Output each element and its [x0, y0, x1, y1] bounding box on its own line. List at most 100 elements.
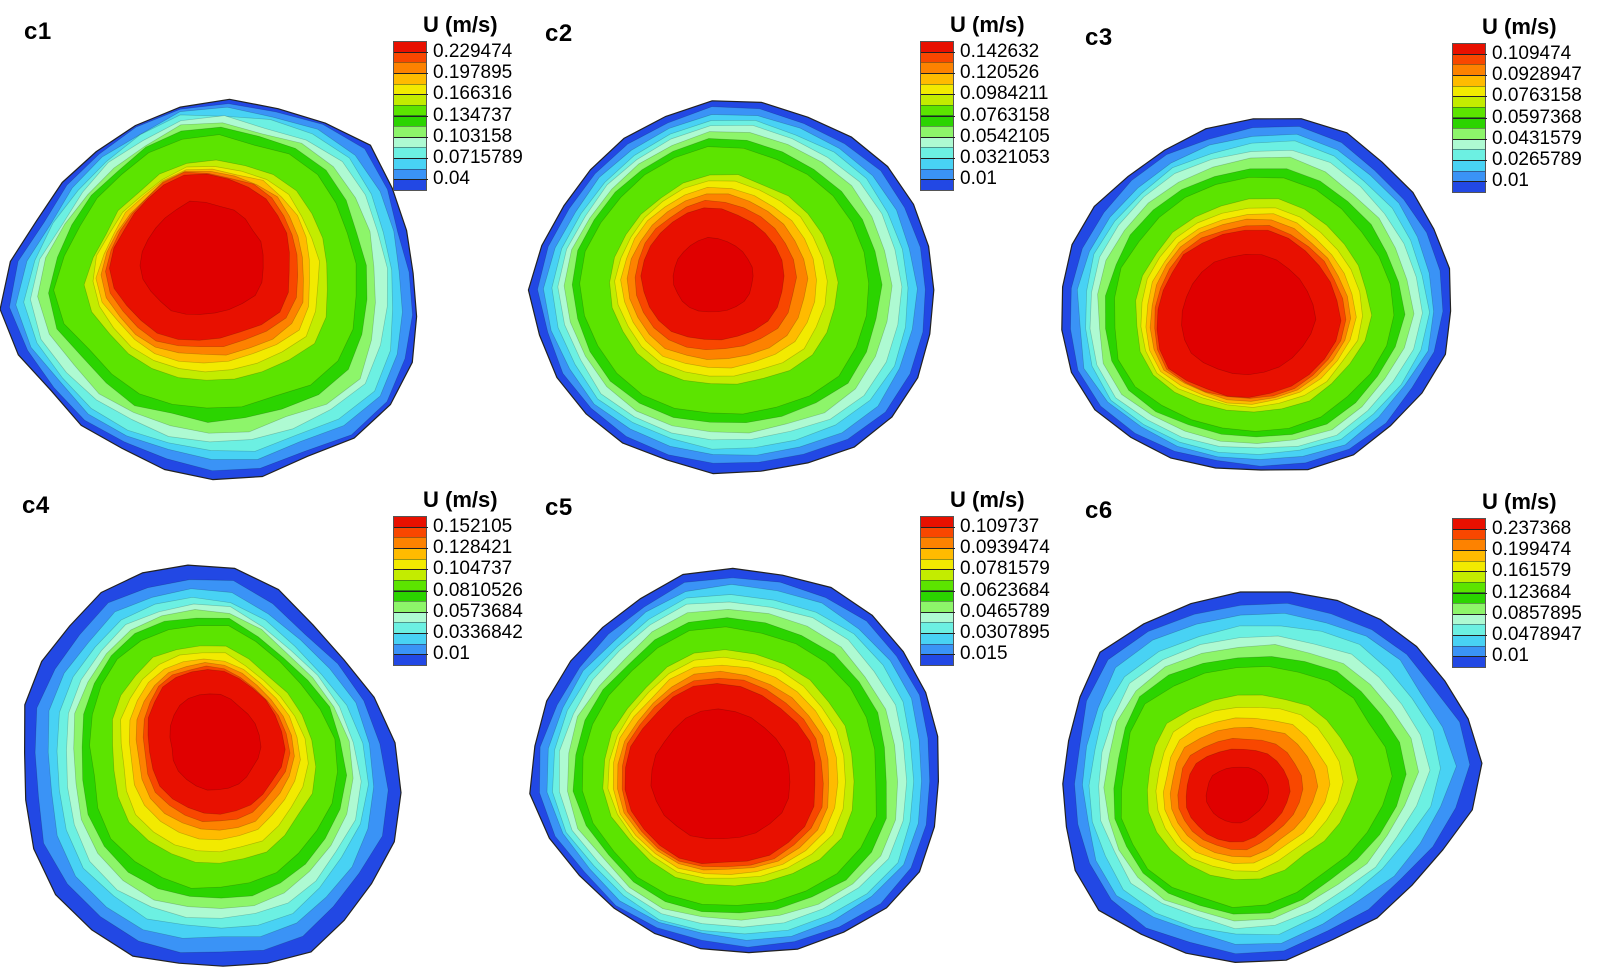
colorbar-tick: [1453, 634, 1487, 636]
colorbar-band: [394, 136, 426, 148]
colorbar-tick: [921, 569, 955, 571]
colorbar-tick: [1453, 159, 1487, 161]
colorbar-tick: [1453, 180, 1487, 182]
legend-c3: U (m/s) 0.109474 0.0928947 0.0763158 0.0597…: [1452, 14, 1597, 193]
legend-tick-label: 0.0715789: [433, 146, 523, 168]
panel-label-c1: c1: [24, 18, 52, 45]
colorbar-band: [1453, 571, 1485, 582]
legend-tick-label: 0.0336842: [433, 621, 523, 643]
colorbar-band: [394, 654, 426, 665]
legend-tick-label: 0.0307895: [960, 621, 1050, 643]
colorbar-band: [921, 72, 953, 84]
colorbar: [1452, 518, 1487, 668]
colorbar-tick: [394, 527, 428, 529]
colorbar-band: [921, 633, 953, 644]
colorbar-tick: [394, 548, 428, 550]
colorbar-tick: [921, 653, 955, 655]
legend-labels: 0.142632 0.120526 0.0984211 0.0763158 0.0542…: [960, 41, 1090, 189]
colorbar-tick: [394, 590, 428, 592]
legend-tick-label: 0.142632: [960, 41, 1040, 63]
colorbar-band: [921, 179, 953, 190]
colorbar-band: [921, 579, 953, 591]
legend-title: U (m/s): [950, 12, 1025, 37]
colorbar-tick: [1453, 550, 1487, 552]
colorbar-tick: [921, 632, 955, 634]
colorbar-tick: [921, 136, 955, 138]
colorbar: [1452, 43, 1487, 193]
colorbar-band: [394, 158, 426, 169]
legend-tick-label: 0.128421: [433, 537, 513, 559]
legend-tick-label: 0.01: [433, 642, 470, 664]
colorbar-band: [1453, 624, 1485, 636]
colorbar-band: [394, 72, 426, 84]
legend-tick-label: 0.0781579: [960, 558, 1050, 580]
colorbar-band: [1453, 44, 1485, 54]
panel-label-c4: c4: [22, 492, 50, 519]
colorbar-band: [1453, 528, 1485, 540]
legend-tick-label: 0.229474: [433, 41, 513, 63]
colorbar-band: [394, 601, 426, 612]
panel-label-c3: c3: [1085, 24, 1113, 51]
colorbar-tick: [1453, 54, 1487, 56]
colorbar-band: [394, 579, 426, 591]
contour-core: [1205, 766, 1269, 824]
colorbar-band: [921, 94, 953, 105]
colorbar-band: [1453, 181, 1485, 192]
colorbar-band: [921, 115, 953, 127]
legend-tick-label: 0.0573684: [433, 600, 523, 622]
colorbar-band: [1453, 560, 1485, 572]
legend-tick-label: 0.0478947: [1492, 623, 1582, 645]
legend-tick-label: 0.123684: [1492, 581, 1572, 603]
legend-tick-label: 0.0939474: [960, 537, 1050, 559]
legend-tick-label: 0.166316: [433, 83, 513, 105]
contour-core: [1181, 253, 1317, 376]
colorbar-band: [394, 62, 426, 73]
contour-panel-c2: [527, 100, 935, 475]
legend-labels: 0.109474 0.0928947 0.0763158 0.0597368 0.043…: [1492, 43, 1597, 191]
colorbar-tick: [1453, 75, 1487, 77]
colorbar-band: [1453, 592, 1485, 604]
legend-title: U (m/s): [1482, 489, 1557, 514]
legend-tick-label: 0.0810526: [433, 579, 523, 601]
colorbar-band: [921, 537, 953, 548]
legend-tick-label: 0.0984211: [960, 83, 1049, 105]
colorbar-band: [921, 83, 953, 95]
legend-tick-label: 0.237368: [1492, 518, 1572, 540]
colorbar-band: [394, 569, 426, 580]
colorbar-band: [394, 168, 426, 180]
legend-title: U (m/s): [1482, 14, 1557, 39]
colorbar-tick: [394, 52, 428, 54]
colorbar-band: [394, 622, 426, 634]
colorbar-band: [921, 51, 953, 63]
legend-tick-label: 0.0321053: [960, 146, 1050, 168]
colorbar-band: [1453, 64, 1485, 75]
legend-tick-label: 0.0763158: [960, 104, 1050, 126]
colorbar-band: [921, 601, 953, 612]
colorbar-band: [921, 622, 953, 634]
legend-labels: 0.152105 0.128421 0.104737 0.0810526 0.05736…: [433, 516, 563, 664]
legend-tick-label: 0.01: [960, 167, 997, 189]
colorbar-band: [394, 115, 426, 127]
colorbar-band: [921, 590, 953, 602]
colorbar-tick: [1453, 117, 1487, 119]
panel-label-c6: c6: [1085, 497, 1113, 524]
colorbar-tick: [394, 178, 428, 180]
colorbar-band: [394, 83, 426, 95]
colorbar-band: [921, 136, 953, 148]
colorbar-band: [921, 611, 953, 623]
colorbar-tick: [921, 52, 955, 54]
colorbar-tick: [921, 548, 955, 550]
contour-core: [672, 237, 754, 313]
panel-label-c2: c2: [545, 20, 573, 47]
colorbar-band: [394, 42, 426, 52]
colorbar-tick: [1453, 96, 1487, 98]
colorbar-band: [921, 126, 953, 137]
contour-panel-c5: [529, 567, 940, 954]
colorbar-band: [1453, 106, 1485, 118]
colorbar-band: [394, 126, 426, 137]
colorbar: [393, 41, 428, 191]
colorbar-band: [921, 158, 953, 169]
colorbar-tick: [1453, 138, 1487, 140]
legend-tick-label: 0.103158: [433, 125, 513, 147]
